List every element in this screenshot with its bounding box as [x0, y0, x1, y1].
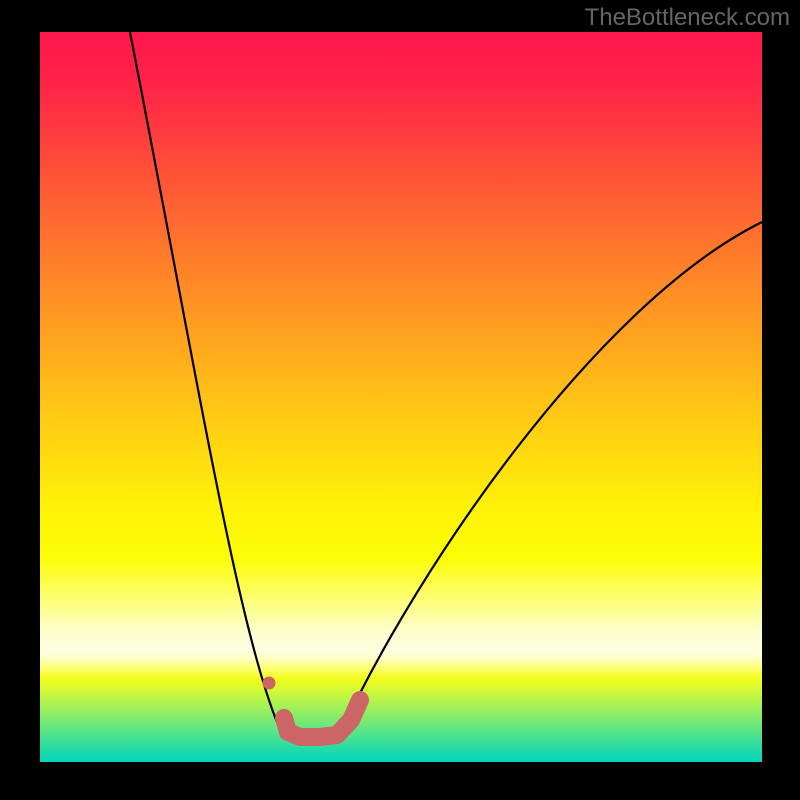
watermark-text: TheBottleneck.com	[585, 4, 790, 32]
plot-frame	[40, 32, 762, 762]
gradient-background	[40, 32, 762, 762]
highlight-marker	[263, 677, 276, 690]
bottleneck-chart	[40, 32, 762, 762]
